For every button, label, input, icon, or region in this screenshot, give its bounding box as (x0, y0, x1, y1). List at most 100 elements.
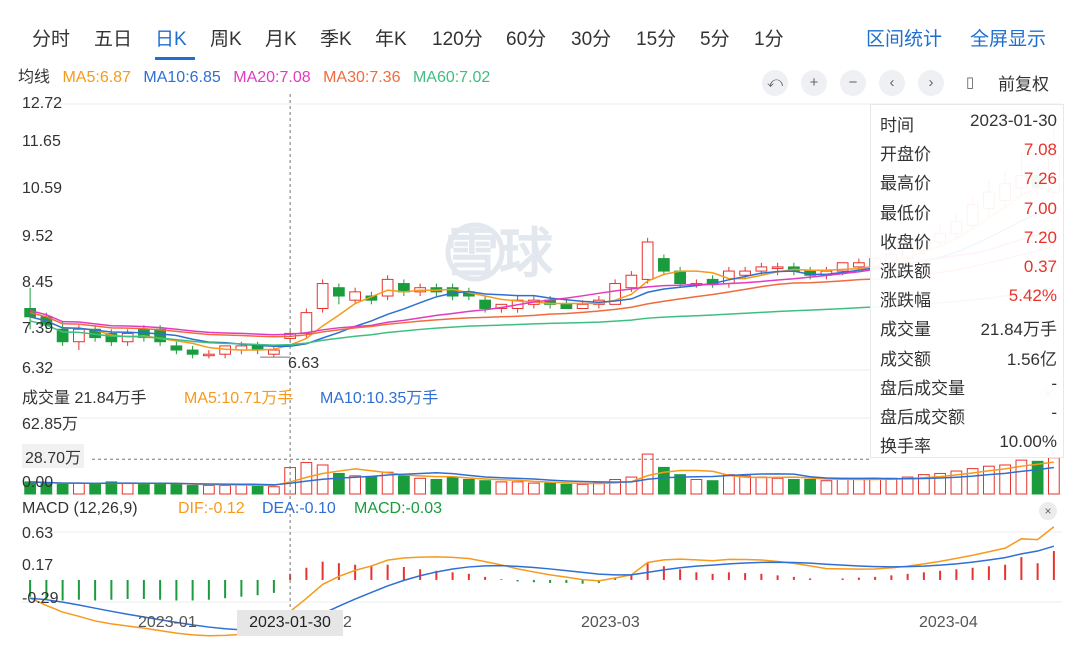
volume-bar (186, 485, 199, 495)
candle-body (674, 270, 686, 285)
range-stats-link[interactable]: 区间统计 (866, 29, 943, 50)
tooltip-value: 21.84万手 (980, 320, 1057, 340)
tab-7[interactable]: 120分 (432, 29, 483, 50)
tab-5[interactable]: 季K (320, 29, 352, 50)
volume-ma5-label: MA5:10.71万手 (184, 390, 294, 407)
volume-bar (398, 475, 410, 495)
volume-ma10-line (30, 466, 1054, 486)
volume-bar (73, 482, 85, 495)
volume-bar (414, 477, 426, 495)
zoom-in-icon[interactable]: + (801, 70, 827, 96)
volume-bar (203, 485, 215, 495)
active-tab-underline (155, 57, 195, 60)
volume-bar (560, 483, 573, 495)
period-tabs: 分时 五日 日K 周K 月K 季K 年K 120分 60分 30分 15分 5分 1分 区间统计 全屏显… (0, 0, 1080, 64)
volume-bar (836, 477, 849, 495)
chevron-right-icon[interactable]: › (918, 70, 944, 96)
candle-body (170, 345, 183, 351)
candle-body (121, 332, 134, 343)
ma30-label: MA30:7.36 (323, 69, 401, 86)
tab-8[interactable]: 60分 (506, 29, 547, 50)
tooltip-row: 时间 2023-01-30 (880, 111, 1057, 139)
candle-body (154, 328, 166, 343)
volume-bar (706, 480, 719, 495)
tooltip-row: 开盘价 7.08 (880, 140, 1057, 168)
candle-body (186, 349, 199, 355)
candle-body (398, 283, 410, 293)
tab-1[interactable]: 五日 (94, 29, 133, 50)
volume-bar (918, 474, 930, 495)
tab-9[interactable]: 30分 (571, 29, 612, 50)
macd-tick-label: 0.17 (22, 557, 54, 574)
volume-bar (593, 482, 605, 495)
tooltip-key: 盘后成交额 (880, 408, 965, 427)
candle-body (381, 278, 394, 297)
tooltip-value: - (1051, 403, 1057, 422)
tab-6[interactable]: 年K (375, 29, 407, 50)
tab-3[interactable]: 周K (210, 29, 242, 50)
candle-body (105, 332, 118, 343)
tooltip-row: 成交额 1.56亿 (880, 345, 1057, 373)
volume-bar (869, 478, 881, 495)
tooltip-row: 收盘价 7.20 (880, 228, 1057, 256)
volume-bar (901, 476, 914, 495)
volume-bar (641, 453, 654, 495)
volume-bar (268, 486, 280, 495)
ma20-label: MA20:7.08 (233, 69, 311, 86)
x-tick-label: 2 (343, 614, 352, 631)
volume-bar (1015, 459, 1028, 495)
ma10-label: MA10:6.85 (143, 69, 221, 86)
candle-type-icon[interactable]: ▯ (965, 74, 975, 91)
tab-10[interactable]: 15分 (636, 29, 677, 50)
tooltip-value: 7.08 (1023, 140, 1057, 160)
close-icon[interactable]: × (1039, 502, 1057, 520)
x-tick-label: 2023-04 (919, 614, 978, 631)
volume-bar (138, 483, 150, 495)
volume-bar (690, 478, 703, 495)
tab-12[interactable]: 1分 (754, 29, 784, 50)
macd-dif-label: DIF:-0.12 (178, 500, 245, 517)
tab-4[interactable]: 月K (265, 29, 297, 50)
volume-bar (788, 478, 800, 495)
volume-bar (755, 476, 768, 495)
tooltip-value: 0.37 (1023, 257, 1057, 276)
volume-bar (1031, 460, 1044, 495)
chevron-left-icon[interactable]: ‹ (879, 70, 905, 96)
candle-body (853, 262, 865, 268)
tooltip-key: 收盘价 (880, 232, 931, 252)
tab-2[interactable]: 日K (155, 29, 187, 50)
tooltip-value: 2023-01-30 (970, 111, 1057, 130)
fullscreen-link[interactable]: 全屏显示 (970, 29, 1047, 50)
volume-bar (609, 478, 621, 495)
tooltip-key: 换手率 (880, 437, 931, 457)
volume-bar (89, 483, 101, 495)
volume-bar (333, 472, 345, 495)
zoom-out-icon[interactable]: − (840, 70, 866, 96)
candle-body (300, 312, 313, 334)
volume-crosshair-value: 28.70万 (22, 444, 85, 468)
tooltip-key: 涨跌额 (880, 262, 931, 281)
tooltip-row: 涨跌额 0.37 (880, 257, 1057, 285)
tab-11[interactable]: 5分 (700, 29, 730, 50)
price-adjust-toggle[interactable]: 前复权 (998, 75, 1049, 94)
macd-tick-label: -0.29 (22, 590, 59, 607)
tooltip-row: 盘后成交量 - (880, 374, 1057, 402)
undo-icon[interactable]: ⤺ (762, 70, 788, 96)
candle-body (365, 295, 378, 301)
candle-body (641, 241, 654, 280)
candle-body (349, 291, 361, 301)
tooltip-row: 涨跌幅 5.42% (880, 286, 1057, 314)
candle-body (576, 303, 589, 309)
candle-body (739, 270, 751, 276)
tab-0[interactable]: 分时 (32, 29, 71, 50)
volume-bar (251, 485, 264, 495)
volume-label: 成交量 21.84万手 (22, 390, 147, 407)
macd-dea-line (30, 545, 1055, 632)
volume-bar (674, 474, 686, 495)
candle-body (625, 274, 638, 289)
macd-label: MACD (12,26,9) (22, 500, 138, 517)
tooltip-value: 7.00 (1023, 198, 1057, 218)
volume-bar (105, 481, 118, 495)
volume-bar (430, 478, 443, 495)
candle-body (56, 328, 69, 343)
